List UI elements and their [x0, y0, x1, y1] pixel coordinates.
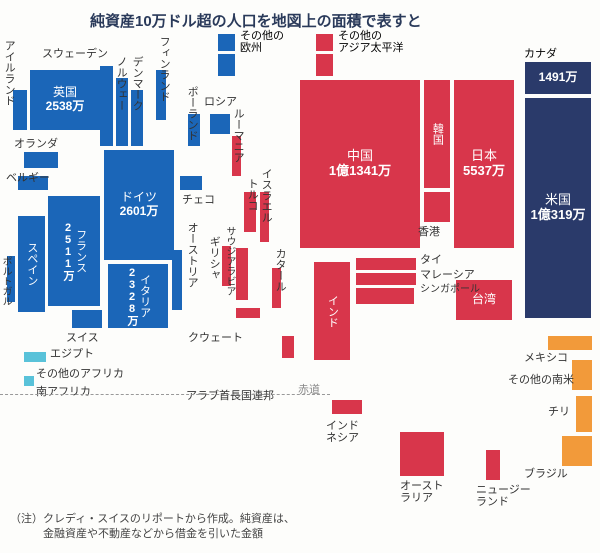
block-egypt-sw	[24, 352, 46, 362]
block-austria	[172, 250, 182, 310]
block-name: ドイツ	[120, 191, 159, 205]
block-malaysia	[356, 273, 416, 285]
block-india: インド	[314, 262, 350, 360]
block-canada: 1491万	[525, 62, 591, 94]
label-l-osa: その他の南米	[508, 374, 574, 386]
label-l-turkey: トルコ	[246, 178, 258, 211]
label-l-mex: メキシコ	[524, 352, 568, 364]
block-korea: 韓国	[424, 80, 450, 188]
block-name: 英国	[46, 86, 85, 100]
legend-label: その他の アジア太平洋	[338, 30, 404, 54]
block-value: 5537万	[463, 164, 505, 179]
label-l-denmark: デンマーク	[131, 56, 143, 111]
label-l-safrica: 南アフリカ	[36, 386, 91, 398]
block-netherlands	[24, 152, 58, 168]
label-l-sweden: スウェーデン	[42, 48, 108, 60]
label-l-swiss: スイス	[66, 332, 99, 344]
block-brazil	[562, 436, 592, 466]
block-name: スペイン	[25, 242, 38, 286]
block-value: 1491万	[539, 71, 578, 85]
block-other-sa	[572, 360, 592, 390]
block-germany: ドイツ2601万	[104, 150, 174, 260]
block-value: 2511万	[61, 222, 74, 281]
label-l-egypt: エジプト	[50, 348, 94, 360]
legend-swatch	[218, 34, 235, 51]
block-other-eu-top	[218, 54, 235, 76]
label-l-indonesia: インド ネシア	[326, 420, 359, 444]
block-france: フランス2511万	[48, 196, 100, 306]
block-indonesia	[332, 400, 362, 414]
label-l-uae: アラブ首長国連邦	[186, 390, 274, 402]
block-egypt-sw2	[24, 376, 34, 386]
block-value: 2328万	[125, 267, 138, 326]
label-l-romania: ルーマニア	[232, 108, 244, 163]
label-l-saudi: サウジアラビア	[224, 226, 235, 296]
legend-label: その他の 欧州	[240, 30, 284, 54]
footnote: （注）クレディ・スイスのリポートから作成。純資産は、 金融資産や不動産などから借…	[10, 512, 295, 542]
label-l-chile: チリ	[548, 406, 570, 418]
label-l-sing: シンガポール	[420, 284, 480, 295]
block-swiss	[72, 310, 102, 328]
chart-title: 純資産10万ドル超の人口を地図上の面積で表すと	[90, 10, 422, 31]
separator	[0, 394, 330, 395]
label-l-nz: ニュージー ランド	[476, 484, 531, 508]
block-name: 米国	[531, 193, 586, 208]
label-l-austria: オーストリア	[186, 222, 198, 288]
block-japan: 日本5537万	[454, 80, 514, 248]
block-nz	[486, 450, 500, 480]
block-sweden	[100, 66, 113, 146]
block-name: 台湾	[472, 293, 496, 307]
label-l-finland: フィンランド	[158, 36, 170, 102]
label-l-poland: ポーランド	[186, 86, 198, 141]
block-mexico	[548, 336, 592, 350]
block-uae	[282, 336, 294, 358]
block-australia	[400, 432, 444, 476]
block-name: 中国	[329, 149, 391, 164]
block-name: 日本	[463, 149, 505, 164]
label-l-netherlands: オランダ	[14, 138, 58, 150]
block-chile	[576, 396, 592, 432]
block-value: 2538万	[46, 100, 85, 114]
label-l-belgium: ベルギー	[6, 172, 50, 184]
block-uk: 英国2538万	[30, 70, 100, 130]
label-l-brazil: ブラジル	[524, 468, 568, 480]
legend-label: カナダ	[524, 48, 557, 60]
block-thailand	[356, 258, 416, 270]
label-l-portugal: ポルトガル	[0, 256, 11, 306]
label-l-russia: ロシア	[204, 96, 237, 108]
label-l-hk: 香港	[418, 226, 440, 238]
block-name: フランス	[74, 222, 87, 281]
label-l-greece: ギリシャ	[208, 236, 220, 280]
label-l-aus: オースト ラリア	[400, 480, 443, 504]
block-saudi	[236, 248, 248, 300]
block-singapore	[356, 288, 414, 304]
cartogram-chart: 純資産10万ドル超の人口を地図上の面積で表すと その他の 欧州 その他の アジア太…	[0, 0, 600, 553]
block-value: 1億319万	[531, 208, 586, 223]
label-l-kuwait: クウェート	[188, 332, 243, 344]
label-l-czech: チェコ	[182, 194, 215, 206]
label-l-thai: タイ	[420, 254, 442, 266]
label-l-oafrica: その他のアフリカ	[36, 368, 124, 380]
block-italy: イタリア2328万	[108, 264, 168, 328]
block-kuwait	[236, 308, 260, 318]
block-name: インド	[326, 295, 339, 328]
label-l-norway: ノルウェー	[115, 56, 127, 111]
block-name: イタリア	[138, 267, 151, 326]
block-spain: スペイン	[18, 216, 45, 312]
block-ireland	[13, 90, 27, 130]
label-l-israel: イスラエル	[260, 168, 272, 223]
block-russia	[210, 114, 230, 134]
label-l-malay: マレーシア	[420, 269, 475, 281]
block-value: 1億1341万	[329, 164, 391, 179]
block-value: 2601万	[120, 205, 159, 219]
block-usa: 米国1億319万	[525, 98, 591, 318]
block-czech	[180, 176, 202, 190]
legend-swatch	[316, 34, 333, 51]
block-china: 中国1億1341万	[300, 80, 420, 248]
label-l-ireland: アイルランド	[3, 40, 15, 106]
label-l-qatar: カタール	[274, 248, 286, 292]
block-other-ap-top	[316, 54, 333, 76]
block-name: 韓国	[431, 123, 444, 145]
block-hk	[424, 192, 450, 222]
